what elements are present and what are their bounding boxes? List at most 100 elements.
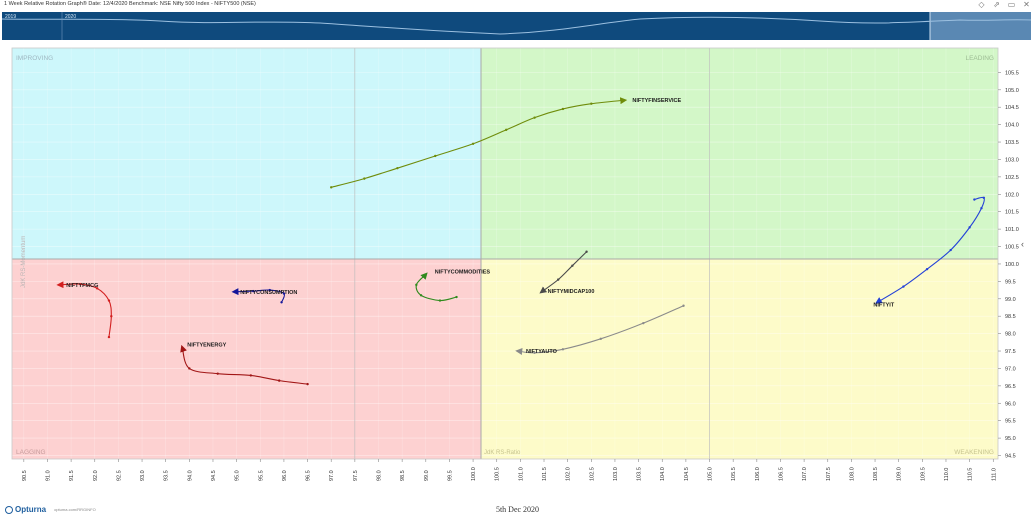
tail-point-niftyenergy[interactable]	[277, 379, 281, 382]
label-niftyfinservice[interactable]: NIFTYFINSERVICE	[632, 98, 681, 104]
tail-point-niftyenergy[interactable]	[216, 372, 219, 375]
x-tick-label: 103.5	[637, 467, 643, 481]
tail-point-niftyit[interactable]	[949, 248, 952, 252]
tail-niftyenergy[interactable]	[180, 344, 308, 385]
tail-point-niftyfmcg[interactable]	[95, 287, 99, 290]
y-tick-label: 97.5	[1005, 349, 1016, 355]
tail-point-niftyenergy[interactable]	[306, 382, 309, 386]
x-tick-label: 95.0	[235, 470, 241, 481]
brand-logo: Opturna optuma.com/RRGINFO	[5, 505, 96, 514]
tail-point-niftyit[interactable]	[968, 226, 971, 229]
x-tick-label: 96.5	[306, 470, 312, 481]
quadrant-weakening	[481, 259, 998, 459]
y-tick-label: 100.5	[1005, 245, 1019, 251]
tail-point-niftycommodities[interactable]	[438, 299, 442, 302]
x-tick-label: 109.0	[897, 467, 903, 481]
x-tick-label: 94.5	[211, 470, 217, 481]
tail-point-niftyfinservice[interactable]	[471, 142, 475, 145]
x-tick-label: 104.5	[684, 467, 690, 481]
tail-point-niftycommodities[interactable]	[419, 294, 423, 297]
x-tick-label: 96.0	[282, 470, 288, 481]
y-tick-label: 101.5	[1005, 210, 1019, 216]
tail-point-niftyfmcg[interactable]	[110, 314, 113, 318]
tail-point-niftymidcap100[interactable]	[571, 264, 574, 267]
rrg-tails: NIFTYFINSERVICE NIFTYIT NIFTYMIDCAP100 NIFT…	[56, 97, 986, 386]
side-panel-toggle-icon[interactable]: ‹	[1021, 239, 1024, 249]
x-tick-label: 94.0	[187, 470, 193, 481]
popout-icon[interactable]: ⇗	[993, 0, 1000, 9]
tail-point-niftyauto[interactable]	[642, 321, 645, 325]
x-tick-label: 106.5	[778, 467, 784, 481]
y-tick-label: 101.0	[1005, 227, 1019, 233]
quadrant-label-improving: IMPROVING	[16, 55, 53, 62]
y-tick-label: 104.0	[1005, 123, 1019, 129]
tail-point-niftyconsumption[interactable]	[268, 288, 271, 292]
x-tick-label: 92.5	[116, 470, 122, 481]
tail-niftyfmcg[interactable]	[56, 281, 112, 338]
tail-point-niftyfinservice[interactable]	[434, 154, 437, 158]
diamond-icon[interactable]: ◇	[978, 0, 985, 9]
tail-point-niftyit[interactable]	[925, 267, 929, 271]
tail-point-niftyfmcg[interactable]	[79, 282, 82, 286]
close-icon[interactable]: ✕	[1023, 0, 1030, 9]
x-tick-label: 110.0	[944, 468, 950, 481]
tail-point-niftyit[interactable]	[980, 207, 983, 210]
x-tick-label: 110.5	[968, 468, 974, 481]
y-tick-label: 105.0	[1005, 88, 1019, 94]
tail-point-niftyit[interactable]	[902, 285, 905, 288]
tail-point-niftyenergy[interactable]	[249, 374, 253, 377]
y-tick-label: 98.5	[1005, 314, 1016, 320]
tail-point-niftyauto[interactable]	[599, 337, 602, 341]
tail-point-niftyenergy[interactable]	[188, 367, 191, 370]
label-niftyauto[interactable]: NIFTYAUTO	[526, 349, 558, 355]
x-tick-label: 111.0	[991, 468, 997, 481]
x-tick-label: 90.5	[22, 470, 28, 481]
tail-point-niftymidcap100[interactable]	[557, 278, 560, 281]
tail-point-niftyit[interactable]	[973, 198, 976, 201]
tail-niftymidcap100[interactable]	[539, 251, 587, 294]
navigator-timeline[interactable]: 2019 2020	[0, 12, 1035, 40]
tail-point-niftyconsumption[interactable]	[251, 289, 255, 293]
x-tick-label: 99.5	[447, 470, 453, 481]
tail-point-niftyfinservice[interactable]	[561, 107, 565, 111]
tail-point-niftycommodities[interactable]	[455, 295, 458, 299]
tail-niftyauto[interactable]	[515, 305, 684, 355]
tail-point-niftyfinservice[interactable]	[330, 186, 333, 189]
tail-point-niftycommodities[interactable]	[415, 283, 418, 287]
tail-point-niftyauto[interactable]	[533, 351, 536, 354]
label-niftyit[interactable]: NIFTYIT	[873, 302, 894, 308]
label-niftycommodities[interactable]: NIFTYCOMMODITIES	[435, 269, 491, 275]
quadrant-label-weakening: WEAKENING	[954, 449, 994, 456]
y-tick-label: 100.0	[1005, 262, 1019, 268]
label-niftyconsumption[interactable]: NIFTYCONSUMPTION	[240, 290, 297, 296]
y-tick-label: 105.5	[1005, 70, 1019, 76]
chart-gridlines	[12, 48, 998, 459]
tail-point-niftyfinservice[interactable]	[590, 102, 593, 105]
x-tick-label: 101.0	[518, 467, 524, 481]
label-niftyenergy[interactable]: NIFTYENERGY	[187, 343, 226, 349]
quadrant-lagging	[12, 259, 481, 459]
tail-niftyfinservice[interactable]	[331, 97, 628, 188]
tail-point-niftyauto[interactable]	[682, 304, 685, 307]
tail-point-niftyit[interactable]	[982, 196, 986, 199]
tail-point-niftyconsumption[interactable]	[282, 292, 286, 295]
tail-point-niftyfinservice[interactable]	[533, 116, 536, 119]
tail-point-niftyfinservice[interactable]	[363, 177, 366, 180]
y-tick-label: 103.0	[1005, 157, 1019, 163]
window-title: 1 Week Relative Rotation Graph® Date: 12…	[4, 1, 256, 7]
tail-point-niftyfmcg[interactable]	[107, 299, 111, 302]
tail-point-niftyfinservice[interactable]	[504, 128, 508, 132]
navigator-selection-window[interactable]	[930, 12, 1031, 40]
brand-name: Opturna	[15, 505, 47, 514]
tail-point-niftyconsumption[interactable]	[280, 301, 283, 304]
maximize-icon[interactable]: ▭	[1007, 0, 1016, 9]
tail-point-niftyfmcg[interactable]	[107, 335, 111, 339]
tail-point-niftymidcap100[interactable]	[585, 250, 588, 253]
x-tick-label: 102.5	[589, 467, 595, 481]
tail-point-niftyfinservice[interactable]	[396, 166, 399, 170]
label-niftyfmcg[interactable]: NIFTYFMCG	[66, 283, 98, 289]
label-niftymidcap100[interactable]: NIFTYMIDCAP100	[548, 289, 595, 295]
y-axis-ticks: 94.5 95.0 95.5 96.0 96.5 97.0 97.5 98.0 98.5 99.0…	[998, 70, 1019, 460]
x-tick-label: 103.0	[613, 467, 619, 481]
tail-point-niftyauto[interactable]	[561, 348, 565, 351]
